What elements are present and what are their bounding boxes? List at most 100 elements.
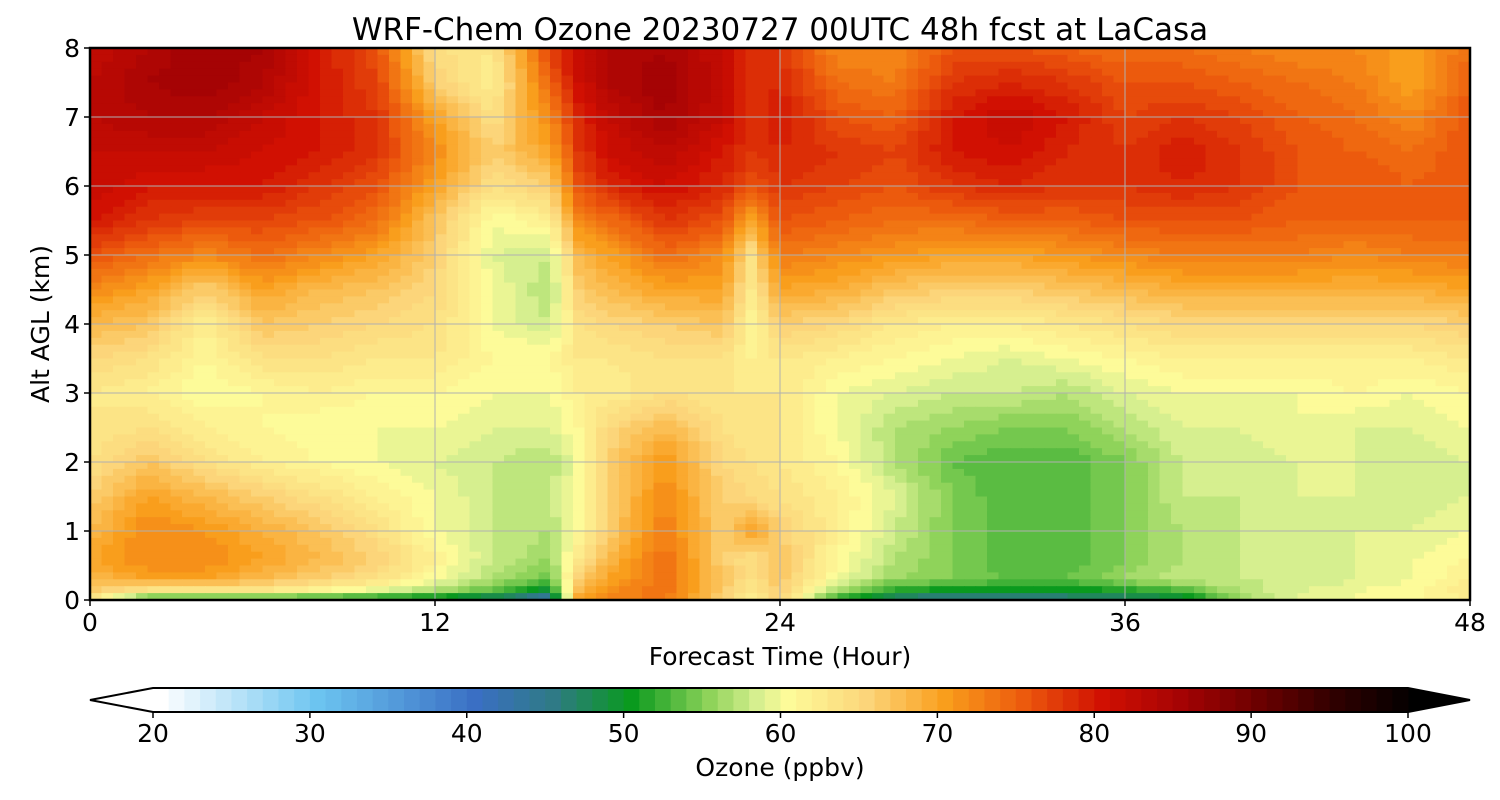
heatmap-cell: [1148, 199, 1161, 208]
heatmap-cell: [975, 82, 988, 90]
heatmap-cell: [193, 227, 206, 235]
heatmap-cell: [354, 192, 367, 201]
heatmap-cell: [734, 268, 747, 277]
heatmap-cell: [343, 317, 356, 325]
heatmap-cell: [1217, 324, 1230, 332]
heatmap-cell: [653, 137, 666, 146]
heatmap-cell: [1389, 48, 1402, 56]
heatmap-cell: [262, 82, 275, 90]
heatmap-cell: [170, 268, 183, 277]
heatmap-cell: [734, 310, 747, 318]
heatmap-cell: [734, 61, 747, 70]
heatmap-cell: [136, 82, 149, 90]
heatmap-cell: [1171, 310, 1184, 318]
heatmap-cell: [1067, 96, 1080, 104]
heatmap-cell: [676, 186, 689, 194]
heatmap-cell: [883, 248, 896, 256]
heatmap-cell: [1182, 192, 1195, 201]
heatmap-cell: [1113, 165, 1126, 173]
heatmap-cell: [400, 303, 413, 311]
heatmap-cell: [1297, 296, 1310, 304]
heatmap-cell: [814, 179, 827, 187]
heatmap-cell: [504, 103, 517, 111]
heatmap-cell: [251, 144, 264, 153]
heatmap-cell: [941, 48, 954, 56]
heatmap-cell: [688, 61, 701, 70]
heatmap-cell: [837, 234, 850, 242]
heatmap-cell: [320, 261, 333, 270]
heatmap-cell: [757, 324, 770, 332]
heatmap-cell: [400, 144, 413, 153]
heatmap-cell: [481, 130, 494, 139]
heatmap-cell: [745, 275, 758, 284]
heatmap-cell: [400, 75, 413, 84]
heatmap-cell: [239, 186, 252, 194]
heatmap-cell: [400, 324, 413, 332]
heatmap-cell: [952, 179, 965, 187]
heatmap-cell: [906, 48, 919, 56]
heatmap-cell: [1021, 75, 1034, 84]
heatmap-cell: [964, 275, 977, 284]
heatmap-cell: [780, 310, 793, 318]
heatmap-cell: [1102, 103, 1115, 111]
heatmap-cell: [860, 241, 873, 249]
heatmap-cell: [665, 96, 678, 104]
heatmap-cell: [159, 117, 172, 125]
heatmap-cell: [1090, 48, 1103, 56]
heatmap-cell: [722, 68, 735, 77]
heatmap-cell: [619, 137, 632, 146]
heatmap-cell: [1010, 75, 1023, 84]
heatmap-cell: [929, 282, 942, 291]
heatmap-cell: [343, 123, 356, 132]
heatmap-cell: [826, 255, 839, 263]
heatmap-cell: [136, 151, 149, 159]
heatmap-cell: [538, 289, 551, 297]
heatmap-cell: [1251, 151, 1264, 159]
heatmap-cell: [745, 206, 758, 215]
heatmap-cell: [377, 144, 390, 153]
heatmap-cell: [561, 317, 574, 325]
heatmap-cell: [1401, 206, 1414, 215]
heatmap-cell: [550, 151, 563, 159]
heatmap-cell: [147, 220, 160, 228]
heatmap-cell: [837, 289, 850, 297]
heatmap-cell: [1182, 317, 1195, 325]
heatmap-cell: [412, 296, 425, 304]
heatmap-cell: [975, 89, 988, 97]
heatmap-cell: [1079, 117, 1092, 125]
heatmap-cell: [1401, 68, 1414, 77]
heatmap-cell: [446, 89, 459, 97]
heatmap-cell: [354, 103, 367, 111]
heatmap-cell: [1079, 206, 1092, 215]
heatmap-cell: [389, 48, 402, 56]
heatmap-cell: [1332, 248, 1345, 256]
heatmap-cell: [1182, 296, 1195, 304]
heatmap-cell: [1240, 117, 1253, 125]
heatmap-cell: [182, 158, 195, 166]
heatmap-cell: [159, 179, 172, 187]
heatmap-cell: [1205, 172, 1218, 180]
heatmap-cell: [1286, 89, 1299, 97]
heatmap-cell: [803, 241, 816, 249]
heatmap-cell: [113, 261, 126, 270]
heatmap-cell: [1263, 192, 1276, 201]
heatmap-cell: [1458, 227, 1471, 235]
heatmap-cell: [952, 110, 965, 118]
heatmap-cell: [561, 192, 574, 201]
heatmap-cell: [895, 227, 908, 235]
heatmap-cell: [527, 296, 540, 304]
heatmap-cell: [366, 296, 379, 304]
heatmap-cell: [435, 158, 448, 166]
heatmap-cell: [538, 192, 551, 201]
heatmap-cell: [1332, 172, 1345, 180]
heatmap-cell: [136, 310, 149, 318]
heatmap-cell: [1102, 172, 1115, 180]
heatmap-cell: [423, 165, 436, 173]
heatmap-cell: [124, 261, 137, 270]
heatmap-cell: [1458, 165, 1471, 173]
heatmap-cell: [1332, 268, 1345, 277]
heatmap-cell: [791, 330, 804, 339]
heatmap-cell: [389, 144, 402, 153]
heatmap-cell: [1412, 96, 1425, 104]
